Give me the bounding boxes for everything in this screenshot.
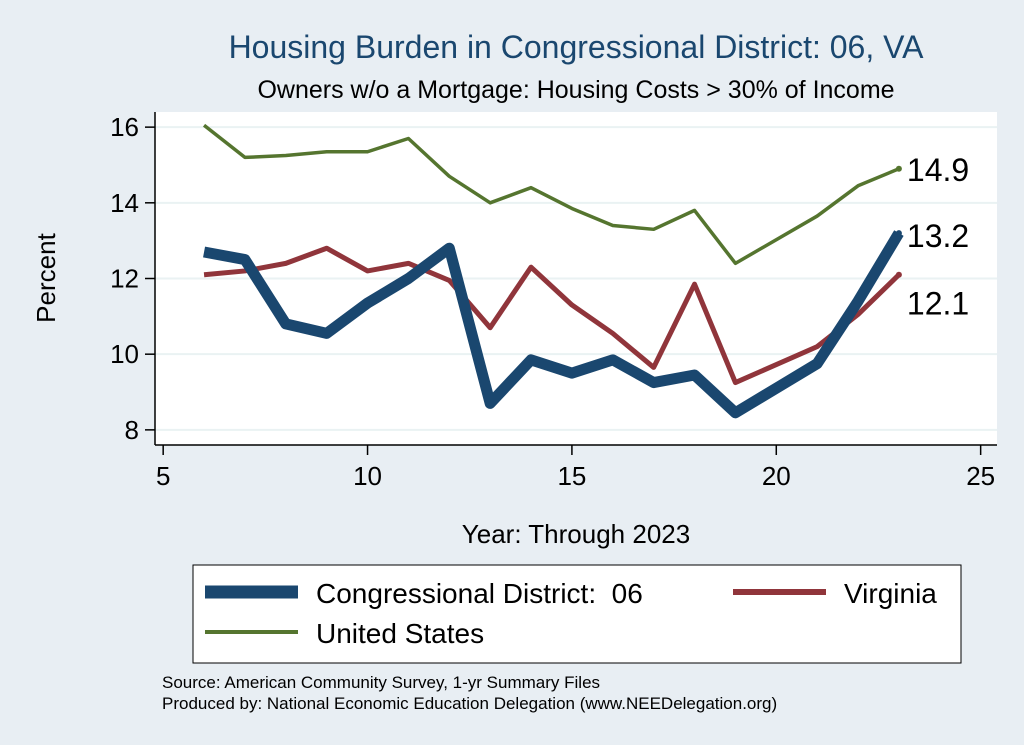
series-layer: [202, 123, 904, 419]
end-label-virginia: 12.1: [907, 286, 969, 322]
x-tick-label-5: 5: [156, 461, 170, 491]
legend-label-congressional-district: Congressional District: 06: [316, 578, 643, 609]
legend-item-virginia: Virginia: [733, 578, 937, 609]
series-endpoint-virginia: [895, 271, 902, 278]
legend-item-congressional-district: Congressional District: 06: [205, 578, 643, 609]
end-label-united-states: 14.9: [907, 152, 969, 188]
source-note: Source: American Community Survey, 1-yr …: [162, 673, 600, 692]
series-endpoint-united-states: [895, 165, 902, 172]
chart-title: Housing Burden in Congressional District…: [229, 29, 925, 65]
x-tick-label-20: 20: [762, 461, 791, 491]
series-line-virginia: [203, 245, 901, 386]
y-tick-label-10: 10: [110, 339, 139, 369]
axes: 8 10 12 14 16 5 10 15 20 25: [110, 112, 997, 491]
y-axis-title: Percent: [31, 232, 61, 322]
x-tick-label-25: 25: [966, 461, 995, 491]
producer-note: Produced by: National Economic Education…: [162, 694, 777, 713]
series-line-united-states: [202, 123, 900, 266]
legend-label-virginia: Virginia: [844, 578, 937, 609]
series-line-congressional-district-06: [203, 230, 904, 419]
x-tick-label-15: 15: [557, 461, 586, 491]
chart-subtitle: Owners w/o a Mortgage: Housing Costs > 3…: [257, 76, 894, 104]
legend-box: [192, 564, 962, 664]
grid-lines: [155, 126, 997, 431]
end-label-congressional-district-06: 13.2: [907, 218, 969, 254]
end-labels: 13.2 12.1 14.9: [907, 152, 969, 322]
y-tick-label-8: 8: [125, 415, 139, 445]
legend-label-united-states: United States: [316, 618, 484, 649]
x-axis-title: Year: Through 2023: [462, 519, 690, 549]
y-tick-label-12: 12: [110, 264, 139, 294]
legend-item-united-states: United States: [205, 618, 484, 649]
x-tick-label-10: 10: [353, 461, 382, 491]
series-endpoint-congressional-district-06: [895, 230, 902, 237]
y-tick-label-16: 16: [110, 112, 139, 142]
y-tick-label-14: 14: [110, 188, 139, 218]
